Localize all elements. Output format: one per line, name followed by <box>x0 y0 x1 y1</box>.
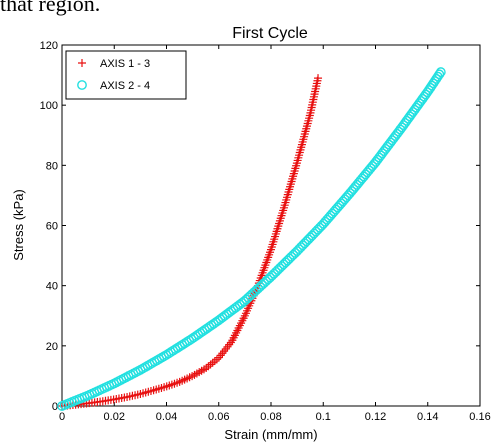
legend-marker <box>77 80 87 90</box>
x-axis-title: Strain (mm/mm) <box>224 427 317 442</box>
data-point <box>140 362 151 373</box>
data-point <box>435 67 446 77</box>
legend-box <box>65 50 187 100</box>
x-tick-label: 0.06 <box>208 411 229 423</box>
data-point <box>314 74 323 83</box>
y-axis: 0 20 40 60 80 100 120 <box>40 40 480 413</box>
legend-marker <box>78 59 86 67</box>
legend-label: AXIS 1 - 3 <box>100 58 150 70</box>
data-point <box>156 352 167 363</box>
y-tick-label: 20 <box>46 341 58 353</box>
series-1 <box>58 74 323 410</box>
data-point <box>147 358 158 368</box>
y-tick-label: 40 <box>46 281 58 293</box>
data-point <box>142 360 153 371</box>
x-tick-label: 0.04 <box>156 411 177 423</box>
x-tick-label: 0.14 <box>417 411 438 423</box>
top-text-fragment: that region. <box>0 0 101 16</box>
data-point <box>210 357 219 366</box>
series-2 <box>57 67 446 411</box>
x-tick-label: 0.12 <box>365 411 386 423</box>
x-tick-label: 0.16 <box>469 411 490 423</box>
data-point <box>135 364 146 375</box>
data-point <box>149 356 160 367</box>
x-tick-label: 0.1 <box>316 411 331 423</box>
legend: AXIS 1 - 3 AXIS 2 - 4 <box>65 50 187 100</box>
data-point <box>152 355 162 366</box>
chart-title: First Cycle <box>232 25 308 42</box>
x-tick-label: 0.02 <box>104 411 125 423</box>
legend-label: AXIS 2 - 4 <box>100 80 150 92</box>
x-tick-label: 0.08 <box>260 411 281 423</box>
y-tick-label: 120 <box>40 40 58 52</box>
data-point <box>208 358 217 367</box>
y-tick-label: 0 <box>52 401 58 413</box>
data-point <box>212 355 221 364</box>
data-point <box>154 354 165 364</box>
x-tick-label: 0 <box>59 411 65 423</box>
x-axis: 0 0.02 0.04 0.06 0.08 0.1 0.12 0.14 0.16 <box>59 45 491 423</box>
y-tick-label: 100 <box>40 100 58 112</box>
y-axis-title: Stress (kPa) <box>11 189 26 261</box>
y-tick-label: 60 <box>46 221 58 233</box>
y-tick-label: 80 <box>46 160 58 172</box>
series-layer <box>57 67 446 411</box>
data-point <box>137 363 148 374</box>
data-point <box>145 359 155 370</box>
data-point <box>206 360 215 369</box>
data-point <box>434 69 445 80</box>
